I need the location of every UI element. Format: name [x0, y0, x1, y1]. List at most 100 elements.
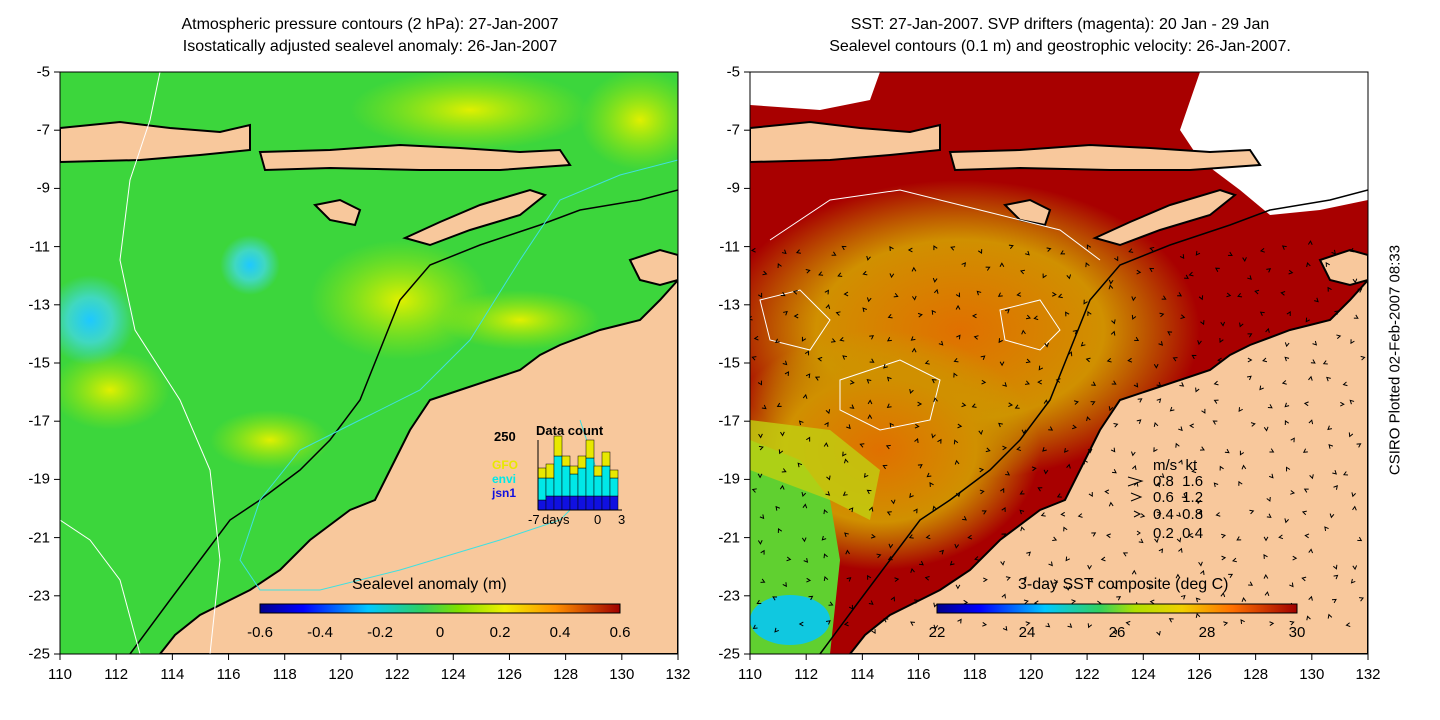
- inset-histogram-bar: [570, 466, 578, 474]
- x-tick-label: 132: [665, 666, 690, 683]
- x-tick-label: 110: [48, 666, 72, 683]
- y-tick-label: -19: [718, 471, 740, 488]
- y-tick-label: -13: [28, 296, 50, 313]
- y-tick-label: -23: [28, 587, 50, 604]
- inset-histogram-bar: [578, 456, 586, 468]
- left-blue-anomaly: [220, 235, 280, 295]
- colorbar-tick-label: 24: [1019, 624, 1036, 641]
- colorbar-tick-label: 0: [436, 624, 444, 641]
- x-tick-label: 124: [441, 666, 466, 683]
- inset-max-label: 250: [494, 429, 516, 444]
- inset-histogram-bar: [570, 474, 578, 496]
- inset-histogram-bar: [610, 470, 618, 478]
- inset-histogram-bar: [546, 496, 554, 510]
- x-tick-label: 126: [497, 666, 522, 683]
- x-tick-label: 116: [217, 666, 241, 683]
- left-map-panel: [45, 70, 700, 654]
- inset-histogram-bar: [554, 456, 562, 496]
- inset-histogram-bar: [570, 496, 578, 510]
- y-tick-label: -11: [719, 238, 740, 255]
- left-yellow-patch: [210, 410, 330, 470]
- inset-histogram-bar: [538, 478, 546, 500]
- inset-histogram-bar: [578, 468, 586, 496]
- inset-axis-zero: 0: [594, 512, 601, 527]
- y-tick-label: -5: [727, 64, 740, 81]
- velocity-legend-row: 0.8 1.6: [1153, 473, 1203, 490]
- y-tick-label: -9: [37, 180, 50, 197]
- x-tick-label: 122: [385, 666, 410, 683]
- x-tick-label: 110: [738, 666, 762, 683]
- inset-axis-end: 3: [618, 512, 625, 527]
- inset-histogram-bar: [578, 496, 586, 510]
- x-tick-label: 128: [1243, 666, 1268, 683]
- credit-label: CSIRO Plotted 02-Feb-2007 08:33: [1387, 245, 1404, 475]
- x-tick-label: 112: [794, 666, 818, 683]
- left-colorbar: [260, 604, 620, 613]
- left-yellow-patch: [350, 70, 590, 150]
- inset-histogram-bar: [594, 466, 602, 476]
- x-tick-label: 116: [907, 666, 931, 683]
- inset-histogram-bar: [546, 478, 554, 496]
- y-tick-label: -17: [28, 413, 50, 430]
- x-tick-label: 118: [273, 666, 297, 683]
- y-tick-label: -5: [37, 64, 50, 81]
- inset-histogram-bar: [602, 496, 610, 510]
- y-tick-label: -25: [28, 646, 50, 663]
- x-tick-label: 114: [160, 666, 184, 683]
- colorbar-tick-label: 0.4: [550, 624, 571, 641]
- inset-histogram-bar: [586, 440, 594, 458]
- left-blue-anomaly: [45, 275, 135, 365]
- velocity-legend-row: 0.4 0.8: [1153, 506, 1203, 523]
- colorbar-tick-label: 28: [1199, 624, 1216, 641]
- x-tick-label: 124: [1131, 666, 1156, 683]
- y-tick-label: -19: [28, 471, 50, 488]
- x-tick-label: 130: [1299, 666, 1324, 683]
- x-tick-label: 120: [1018, 666, 1043, 683]
- y-tick-label: -7: [727, 122, 740, 139]
- y-tick-label: -25: [718, 646, 740, 663]
- inset-axis-start: -7: [528, 512, 540, 527]
- right-colorbar-label: 3-day SST composite (deg C): [1018, 576, 1228, 594]
- inset-histogram-bar: [562, 456, 570, 466]
- left-colorbar-label: Sealevel anomaly (m): [352, 576, 507, 594]
- colorbar-tick-label: 0.6: [610, 624, 631, 641]
- inset-title: Data count: [536, 423, 603, 438]
- inset-histogram-bar: [538, 468, 546, 478]
- inset-histogram-bar: [554, 496, 562, 510]
- left-yellow-patch: [580, 70, 700, 170]
- inset-histogram-bar: [594, 476, 602, 496]
- inset-histogram-bar: [538, 500, 546, 510]
- x-tick-label: 128: [553, 666, 578, 683]
- inset-histogram-bar: [610, 478, 618, 496]
- x-tick-label: 114: [850, 666, 874, 683]
- x-tick-label: 132: [1355, 666, 1380, 683]
- colorbar-tick-label: -0.4: [307, 624, 333, 641]
- right-colorbar-gradient: [937, 604, 1297, 613]
- y-tick-label: -21: [28, 529, 50, 546]
- y-tick-label: -11: [29, 238, 50, 255]
- y-tick-label: -15: [28, 355, 50, 372]
- velocity-legend-row: 0.2 0.4: [1153, 525, 1203, 542]
- inset-legend-envi: envi: [492, 472, 516, 486]
- y-tick-label: -17: [718, 413, 740, 430]
- inset-legend-gfo: GFO: [492, 458, 518, 472]
- right-map-panel: [720, 72, 1368, 654]
- colorbar-tick-label: 26: [1109, 624, 1126, 641]
- inset-histogram-bar: [586, 458, 594, 496]
- left-yellow-patch: [50, 350, 170, 430]
- velocity-legend-row: 0.6 1.2: [1153, 489, 1203, 506]
- inset-histogram-bar: [546, 464, 554, 478]
- y-tick-label: -9: [727, 180, 740, 197]
- inset-histogram-bar: [586, 496, 594, 510]
- x-tick-label: 120: [328, 666, 353, 683]
- inset-axis-days: days: [542, 512, 569, 527]
- x-tick-label: 130: [609, 666, 634, 683]
- left-colorbar-gradient: [260, 604, 620, 613]
- colorbar-tick-label: 22: [929, 624, 946, 641]
- colorbar-tick-label: 0.2: [490, 624, 511, 641]
- y-tick-label: -13: [718, 296, 740, 313]
- x-tick-label: 112: [104, 666, 128, 683]
- inset-histogram-bar: [610, 496, 618, 510]
- colorbar-tick-label: 30: [1289, 624, 1306, 641]
- x-tick-label: 118: [963, 666, 987, 683]
